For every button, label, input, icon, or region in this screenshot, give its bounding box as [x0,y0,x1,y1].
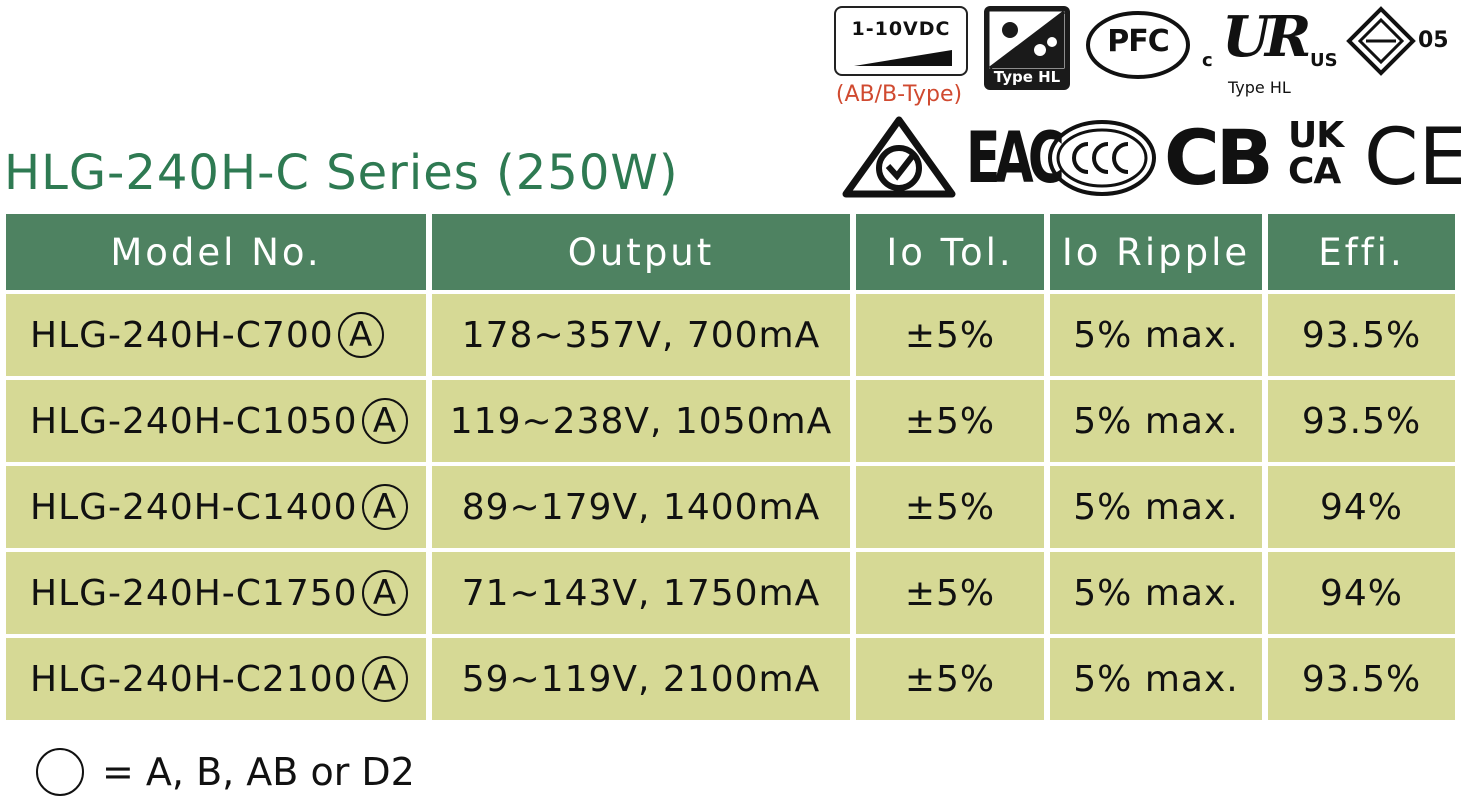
io-ripple-cell: 5% max. [1050,380,1262,462]
circled-a-mark: A [361,656,408,702]
header-io-ripple: Io Ripple [1050,214,1262,290]
model-number: HLG-240H-C700 [30,314,334,356]
table-row: HLG-240H-C2100 A 59~119V, 2100mA ±5% 5% … [0,638,1461,720]
effi-cell: 93.5% [1268,380,1455,462]
io-ripple-cell: 5% max. [1050,466,1262,548]
ul-type-label: Type HL [1228,78,1291,97]
pfc-label: PFC [1107,24,1170,59]
io-tol-cell: ±5% [856,466,1044,548]
header-effi: Effi. [1268,214,1455,290]
table-row: HLG-240H-C700 A 178~357V, 700mA ±5% 5% m… [0,294,1461,376]
circled-a-mark: A [361,398,408,444]
header-model: Model No. [6,214,426,290]
output-cell: 178~357V, 700mA [432,294,850,376]
pfc-logo: PFC [1085,10,1191,80]
output-cell: 71~143V, 1750mA [432,552,850,634]
pfc-ellipse-icon [1086,11,1190,79]
ce-logo: CE [1364,113,1461,203]
model-cell: HLG-240H-C1750 A [6,552,426,634]
ul-us-label: US [1310,50,1338,71]
legend-text: = A, B, AB or D2 [102,750,415,794]
dimming-type-label: (AB/B-Type) [835,82,963,107]
table-header-row: Model No. Output Io Tol. Io Ripple Effi. [0,214,1461,290]
header-output: Output [432,214,850,290]
model-cell: HLG-240H-C1050 A [6,380,426,462]
cb-logo: CB [1164,113,1274,202]
io-ripple-cell: 5% max. [1050,294,1262,376]
table-row: HLG-240H-C1050 A 119~238V, 1050mA ±5% 5%… [0,380,1461,462]
ukca-bottom: CA [1288,151,1341,192]
ukca-logo: UK CA [1288,118,1364,194]
ul-c-label: c [1202,50,1213,71]
rcm-icon [842,116,956,198]
io-ripple-cell: 5% max. [1050,638,1262,720]
effi-cell: 94% [1268,466,1455,548]
dimming-label: 1-10VDC [851,18,951,40]
io-tol-cell: ±5% [856,380,1044,462]
table-row: HLG-240H-C1400 A 89~179V, 1400mA ±5% 5% … [0,466,1461,548]
type-hl-logo: Type HL [984,6,1070,90]
io-tol-cell: ±5% [856,294,1044,376]
dimming-logo: 1-10VDC [834,6,968,76]
circled-a-mark: A [361,484,408,530]
ul-recognized-logo: c UR US Type HL [1200,4,1344,100]
enec-number: 05 [1418,28,1449,53]
model-number: HLG-240H-C1400 [30,486,358,528]
effi-cell: 93.5% [1268,638,1455,720]
io-tol-cell: ±5% [856,638,1044,720]
legend: = A, B, AB or D2 [36,744,415,800]
header-io-tol: Io Tol. [856,214,1044,290]
dimming-wedge-icon [854,50,952,66]
eac-logo: EAC [966,117,1065,199]
circled-a-mark: A [361,570,408,616]
output-cell: 89~179V, 1400mA [432,466,850,548]
model-number: HLG-240H-C1050 [30,400,358,442]
output-cell: 119~238V, 1050mA [432,380,850,462]
circled-a-mark: A [337,312,384,358]
hazardous-location-icon [989,10,1065,70]
type-hl-label: Type HL [993,68,1061,86]
legend-circle-icon [36,748,84,796]
table-row: HLG-240H-C1750 A 71~143V, 1750mA ±5% 5% … [0,552,1461,634]
io-tol-cell: ±5% [856,552,1044,634]
io-ripple-cell: 5% max. [1050,552,1262,634]
model-number: HLG-240H-C2100 [30,658,358,700]
model-cell: HLG-240H-C1400 A [6,466,426,548]
output-cell: 59~119V, 2100mA [432,638,850,720]
model-cell: HLG-240H-C700 A [6,294,426,376]
ccc-icon [1048,120,1156,196]
page-title: HLG-240H-C Series (250W) [4,145,679,201]
model-cell: HLG-240H-C2100 A [6,638,426,720]
ukca-top: UK [1288,115,1344,156]
model-number: HLG-240H-C1750 [30,572,358,614]
effi-cell: 93.5% [1268,294,1455,376]
effi-cell: 94% [1268,552,1455,634]
enec-logo: 05 [1346,6,1458,76]
enec-diamond-icon [1346,6,1416,76]
ul-mark: UR [1222,4,1311,70]
